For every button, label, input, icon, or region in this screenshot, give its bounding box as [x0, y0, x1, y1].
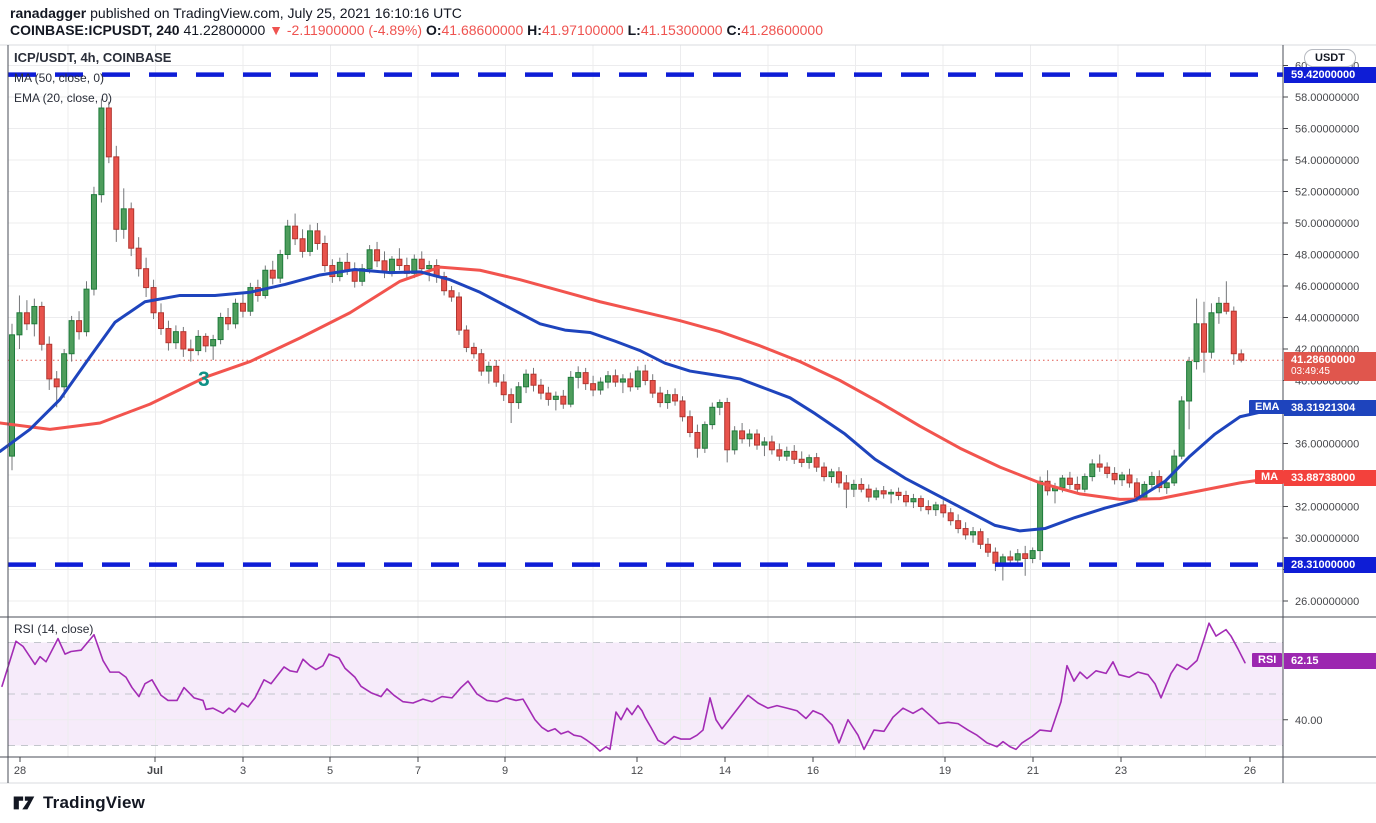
svg-text:9: 9	[502, 765, 508, 777]
svg-text:48.00000000: 48.00000000	[1295, 250, 1359, 262]
svg-text:50.00000000: 50.00000000	[1295, 218, 1359, 230]
ma-value-label: 33.88738000	[1284, 470, 1376, 486]
chart-legend-ema[interactable]: EMA (20, close, 0)	[14, 91, 113, 105]
svg-text:40.00: 40.00	[1295, 715, 1323, 727]
svg-text:7: 7	[415, 765, 421, 777]
svg-text:19: 19	[939, 765, 951, 777]
ma-tag: MA	[1255, 470, 1285, 484]
high-label: H:	[527, 22, 542, 38]
svg-text:28: 28	[14, 765, 26, 777]
upper-level-price-label: 59.42000000	[1284, 67, 1376, 83]
ema-value-label: 38.31921304	[1284, 400, 1376, 416]
publish-info: ranadagger published on TradingView.com,…	[10, 5, 462, 21]
publish-text: published on TradingView.com, July 25, 2…	[86, 5, 462, 21]
svg-text:Jul: Jul	[147, 765, 163, 777]
last-price: 41.22800000	[183, 22, 266, 38]
low-label: L:	[627, 22, 641, 38]
high-value: 41.97100000	[541, 22, 624, 38]
close-label: C:	[726, 22, 742, 38]
current-price-label: 41.28600000 03:49:45	[1284, 352, 1376, 381]
symbol-name: COINBASE:ICPUSDT, 240	[10, 22, 180, 38]
chart-legend-ma[interactable]: MA (50, close, 0)	[14, 71, 105, 85]
low-value: 41.15300000	[640, 22, 723, 38]
svg-text:23: 23	[1115, 765, 1127, 777]
open-value: 41.68600000	[441, 22, 524, 38]
svg-text:32.00000000: 32.00000000	[1295, 502, 1359, 514]
rsi-tag: RSI	[1252, 653, 1283, 667]
svg-text:36.00000000: 36.00000000	[1295, 439, 1359, 451]
svg-text:21: 21	[1027, 765, 1039, 777]
svg-text:5: 5	[327, 765, 333, 777]
svg-text:54.00000000: 54.00000000	[1295, 155, 1359, 167]
rsi-value-label: 62.15	[1284, 653, 1376, 669]
close-value: 41.28600000	[741, 22, 824, 38]
svg-text:56.00000000: 56.00000000	[1295, 124, 1359, 136]
svg-text:12: 12	[631, 765, 643, 777]
svg-text:3: 3	[240, 765, 246, 777]
svg-text:30.00000000: 30.00000000	[1295, 533, 1359, 545]
lower-level-price-label: 28.31000000	[1284, 557, 1376, 573]
svg-text:46.00000000: 46.00000000	[1295, 281, 1359, 293]
svg-text:16: 16	[807, 765, 819, 777]
svg-text:26.00000000: 26.00000000	[1295, 596, 1359, 608]
rsi-legend[interactable]: RSI (14, close)	[14, 622, 94, 636]
svg-text:58.00000000: 58.00000000	[1295, 92, 1359, 104]
svg-text:44.00000000: 44.00000000	[1295, 313, 1359, 325]
bar-countdown: 03:49:45	[1291, 366, 1330, 377]
author-name: ranadagger	[10, 5, 87, 21]
chart-legend-symbol[interactable]: ICP/USDT, 4h, COINBASE	[14, 50, 172, 65]
tradingview-logo-text: TradingView	[43, 792, 146, 812]
svg-text:14: 14	[719, 765, 731, 777]
price-change: ▼ -2.11900000 (-4.89%)	[269, 22, 423, 38]
ema-tag: EMA	[1249, 400, 1286, 414]
tradingview-logo[interactable]: TradingView	[12, 792, 145, 813]
currency-toggle-button[interactable]: USDT	[1304, 49, 1356, 67]
open-label: O:	[425, 22, 442, 38]
svg-text:26: 26	[1244, 765, 1256, 777]
wave-count-annotation: 3	[198, 368, 210, 391]
svg-text:52.00000000: 52.00000000	[1295, 187, 1359, 199]
symbol-info-bar: COINBASE:ICPUSDT, 240 41.22800000 ▼ -2.1…	[10, 22, 823, 38]
tradingview-logo-icon	[13, 796, 35, 810]
current-price-value: 41.28600000	[1291, 354, 1356, 366]
